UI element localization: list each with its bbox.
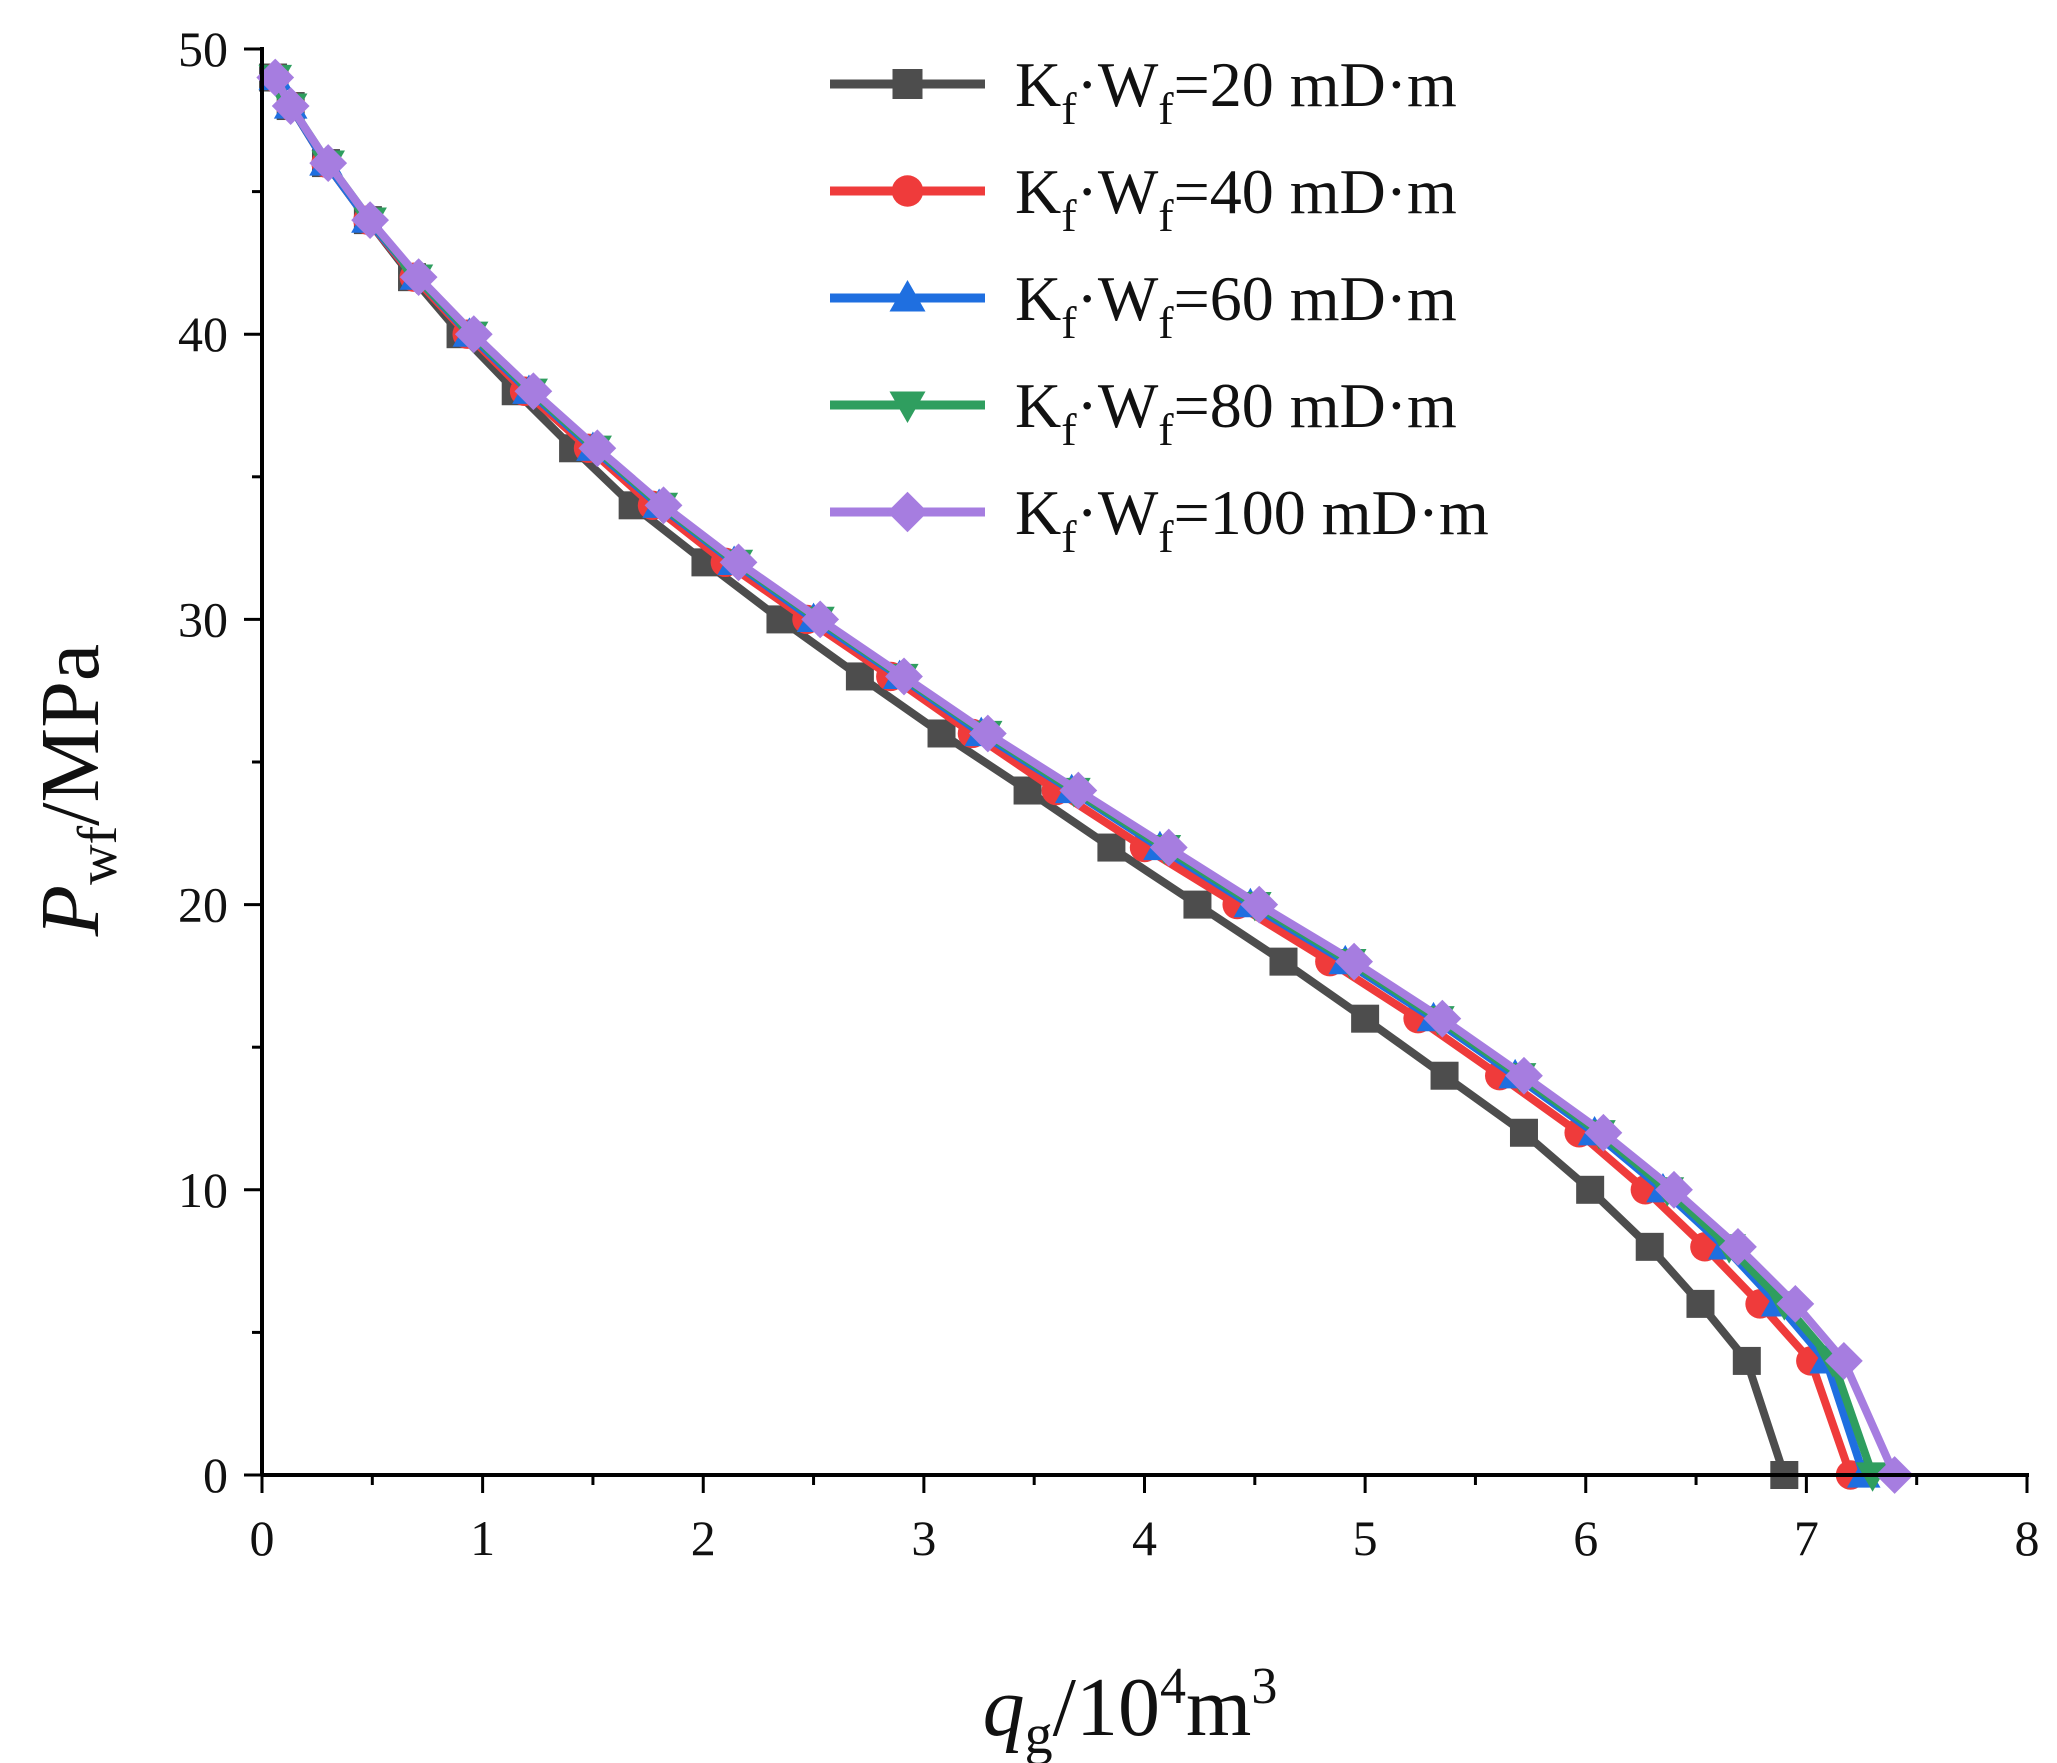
y-tick-label: 20 — [178, 877, 228, 933]
data-point — [1509, 1118, 1538, 1147]
data-point — [454, 315, 493, 354]
data-point — [644, 486, 683, 525]
y-tick-label: 30 — [178, 591, 228, 647]
data-point — [1686, 1289, 1715, 1318]
data-point — [1584, 1113, 1623, 1152]
legend: Kf·Wf=20 mD·m Kf·Wf=40 mD·m Kf·Wf=60 mD·m K… — [830, 49, 1489, 562]
legend-item: Kf·Wf=80 mD·m — [830, 370, 1457, 455]
y-tick-label: 40 — [178, 306, 228, 362]
data-point — [968, 714, 1007, 753]
legend-label: Kf·Wf=100 mD·m — [1015, 477, 1489, 562]
data-point — [845, 662, 874, 691]
legend-swatch-marker — [889, 280, 926, 312]
legend-item: Kf·Wf=100 mD·m — [830, 477, 1489, 562]
data-point — [1269, 947, 1298, 976]
data-point — [1824, 1342, 1863, 1380]
y-axis-title: Pwf/MPa — [24, 644, 129, 937]
data-point — [1183, 890, 1212, 919]
legend-item: Kf·Wf=20 mD·m — [830, 49, 1457, 134]
x-axis-title: qg/104m3 — [983, 1658, 1278, 1763]
legend-label: Kf·Wf=40 mD·m — [1015, 156, 1457, 241]
x-tick-label: 4 — [1132, 1510, 1157, 1566]
legend-item: Kf·Wf=40 mD·m — [830, 156, 1457, 241]
x-tick-label: 7 — [1794, 1510, 1819, 1566]
data-point — [399, 258, 438, 297]
data-point — [351, 201, 390, 240]
data-point — [1149, 828, 1188, 867]
series-line — [271, 75, 1868, 1477]
legend-label: Kf·Wf=20 mD·m — [1015, 49, 1457, 134]
legend-label: Kf·Wf=60 mD·m — [1015, 263, 1457, 348]
data-point — [1732, 1346, 1761, 1375]
x-tick-label: 3 — [911, 1510, 936, 1566]
series-3 — [258, 60, 1881, 1488]
data-point — [1855, 1462, 1890, 1492]
data-point — [1423, 999, 1462, 1038]
data-point — [1240, 885, 1279, 924]
data-point — [1655, 1170, 1693, 1209]
legend-label: Kf·Wf=80 mD·m — [1015, 370, 1457, 455]
data-point — [719, 543, 758, 582]
x-tick-label: 0 — [250, 1510, 275, 1566]
data-point — [271, 87, 310, 125]
data-point — [309, 144, 348, 182]
legend-swatch-marker — [892, 69, 923, 99]
y-tick-label: 10 — [178, 1162, 228, 1218]
x-tick-label: 1 — [470, 1510, 495, 1566]
data-point — [1576, 1175, 1605, 1204]
legend-item: Kf·Wf=60 mD·m — [830, 263, 1457, 348]
data-point — [1351, 1004, 1380, 1033]
data-point — [801, 600, 840, 639]
data-point — [1776, 1284, 1815, 1323]
data-point — [1059, 771, 1098, 810]
x-tick-label: 2 — [691, 1510, 716, 1566]
x-tick-label: 6 — [1573, 1510, 1598, 1566]
data-point — [514, 372, 553, 411]
data-point — [1335, 942, 1373, 981]
x-tick-label: 8 — [2015, 1510, 2040, 1566]
data-point — [578, 429, 617, 468]
legend-swatch-marker — [889, 391, 926, 423]
series-layer — [256, 58, 1914, 1494]
data-point — [885, 657, 923, 696]
data-point — [256, 58, 295, 97]
data-point — [1635, 1232, 1664, 1261]
data-point — [1097, 833, 1126, 862]
y-tick-label: 50 — [178, 21, 228, 77]
x-tick-label: 5 — [1353, 1510, 1378, 1566]
y-tick-label: 0 — [203, 1447, 228, 1503]
data-point — [1505, 1056, 1543, 1095]
axes-layer: 0 1 2 3 4 5 6 7 8 0 10 20 30 40 50 — [178, 21, 2040, 1566]
data-point — [1430, 1061, 1459, 1090]
legend-swatch-marker — [887, 491, 928, 533]
legend-swatch-marker — [891, 175, 924, 207]
data-point — [1719, 1227, 1757, 1266]
data-point — [927, 719, 956, 748]
